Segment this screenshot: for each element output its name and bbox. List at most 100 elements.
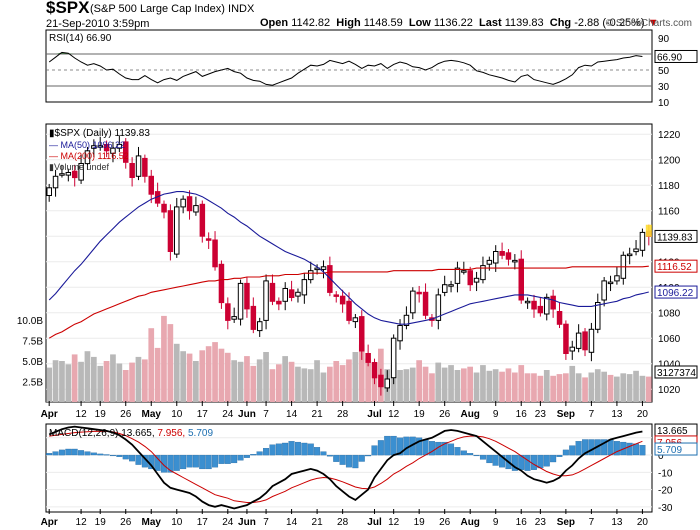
macd-histogram-bar <box>46 453 53 456</box>
macd-histogram-bar <box>180 454 187 470</box>
candle <box>639 231 646 251</box>
macd-x-axis-label: Sep <box>557 517 575 528</box>
candle <box>320 266 327 270</box>
macd-histogram-bar <box>135 454 142 465</box>
macd-legend-macd: MACD(12,26,9) 13.665, <box>49 428 157 439</box>
macd-y-tick: -10 <box>658 468 673 479</box>
candle <box>308 270 314 281</box>
macd-histogram-bar <box>492 454 499 466</box>
volume-bar <box>448 365 454 402</box>
macd-histogram-bar <box>58 449 65 456</box>
macd-x-axis-label: 19 <box>95 517 107 528</box>
volume-y-tick: 7.5B <box>22 337 43 348</box>
candle <box>333 294 339 297</box>
volume-bar <box>403 369 410 402</box>
price-x-axis-label: Aug <box>460 409 479 420</box>
macd-y-tick: 0 <box>658 451 664 462</box>
price-x-axis-label: 13 <box>611 409 623 420</box>
candle <box>212 239 218 268</box>
macd-x-axis-label: 16 <box>516 517 528 528</box>
candle <box>65 172 72 176</box>
copyright: © StockCharts.com <box>605 18 692 29</box>
candle <box>72 170 78 179</box>
macd-histogram-bar <box>575 441 582 456</box>
candle <box>410 290 416 314</box>
candle <box>257 321 263 332</box>
candle <box>607 281 614 285</box>
macd-histogram-bar <box>441 441 448 456</box>
price-x-axis-label: 7 <box>263 409 269 420</box>
candle <box>205 238 212 241</box>
volume-bar <box>569 365 576 402</box>
volume-bar <box>250 365 257 402</box>
candle <box>78 163 84 181</box>
volume-bar <box>84 351 91 402</box>
macd-x-axis-label: 23 <box>535 517 547 528</box>
ma200-line <box>48 265 649 339</box>
macd-histogram-bar <box>486 454 493 464</box>
candle <box>359 316 365 352</box>
candle <box>365 353 371 363</box>
volume-y-tick: 10.0B <box>17 316 43 327</box>
price-last-value: 1139.83 <box>657 232 693 243</box>
macd-histogram-bar <box>390 435 397 456</box>
macd-histogram-bar <box>428 441 435 456</box>
price-x-axis-label: 9 <box>493 409 499 420</box>
price-x-axis-label: 19 <box>414 409 426 420</box>
candle <box>442 284 448 293</box>
volume-bar <box>276 364 282 402</box>
histogram-last-value: 5.709 <box>657 445 682 456</box>
volume-bar <box>301 368 308 402</box>
candle <box>123 141 129 163</box>
macd-histogram-bar <box>116 454 123 457</box>
candle <box>135 155 142 177</box>
volume-bar <box>518 365 525 402</box>
volume-bar <box>397 370 403 402</box>
price-x-axis-label: Sep <box>557 409 575 420</box>
volume-last-value-box <box>654 365 698 379</box>
volume-bar <box>110 354 116 402</box>
candle <box>403 314 410 326</box>
candle <box>448 284 454 287</box>
price-x-axis-label: 19 <box>95 409 107 420</box>
macd-histogram-bar <box>524 454 531 471</box>
rsi-y-tick: 90 <box>658 34 670 45</box>
volume-bar <box>505 368 512 402</box>
candle <box>486 259 493 265</box>
volume-bar <box>135 356 142 402</box>
candle <box>422 291 429 316</box>
volume-bar <box>269 369 276 402</box>
macd-last-value: 13.665 <box>657 426 688 437</box>
rsi-y-tick: 10 <box>658 98 670 109</box>
price-title: ▮$SPX (Daily) 1139.83 <box>49 128 150 139</box>
macd-histogram-bar <box>333 454 340 462</box>
candle <box>180 198 186 208</box>
volume-bar <box>537 375 544 402</box>
ma200-last-value-box <box>654 259 698 273</box>
macd-histogram-bar <box>160 454 167 473</box>
quote-date: 21-Sep-2010 3:59pm <box>46 18 150 30</box>
macd-histogram-bar <box>173 454 180 471</box>
macd-histogram-bar <box>473 454 480 457</box>
volume-bar <box>231 360 237 402</box>
candle <box>588 328 595 353</box>
macd-x-axis-label: Jul <box>367 517 382 528</box>
candle <box>167 210 174 252</box>
macd-x-axis-label: Aug <box>460 517 479 528</box>
histogram-last-value-box <box>654 442 698 456</box>
candle <box>231 316 237 320</box>
candle <box>582 331 588 351</box>
volume-bar <box>550 375 556 402</box>
candle <box>250 305 257 330</box>
price-x-axis-label: 28 <box>337 409 349 420</box>
rsi-last-value-box <box>654 49 698 63</box>
candle <box>110 147 116 154</box>
price-last-value-box <box>654 229 698 243</box>
price-x-axis-label: Jul <box>367 409 382 420</box>
volume-bar <box>91 356 97 402</box>
price-x-axis-label: 12 <box>76 409 88 420</box>
candle <box>301 279 308 296</box>
macd-histogram-bar <box>52 451 59 456</box>
volume-bar <box>154 347 161 402</box>
candle <box>148 175 154 195</box>
